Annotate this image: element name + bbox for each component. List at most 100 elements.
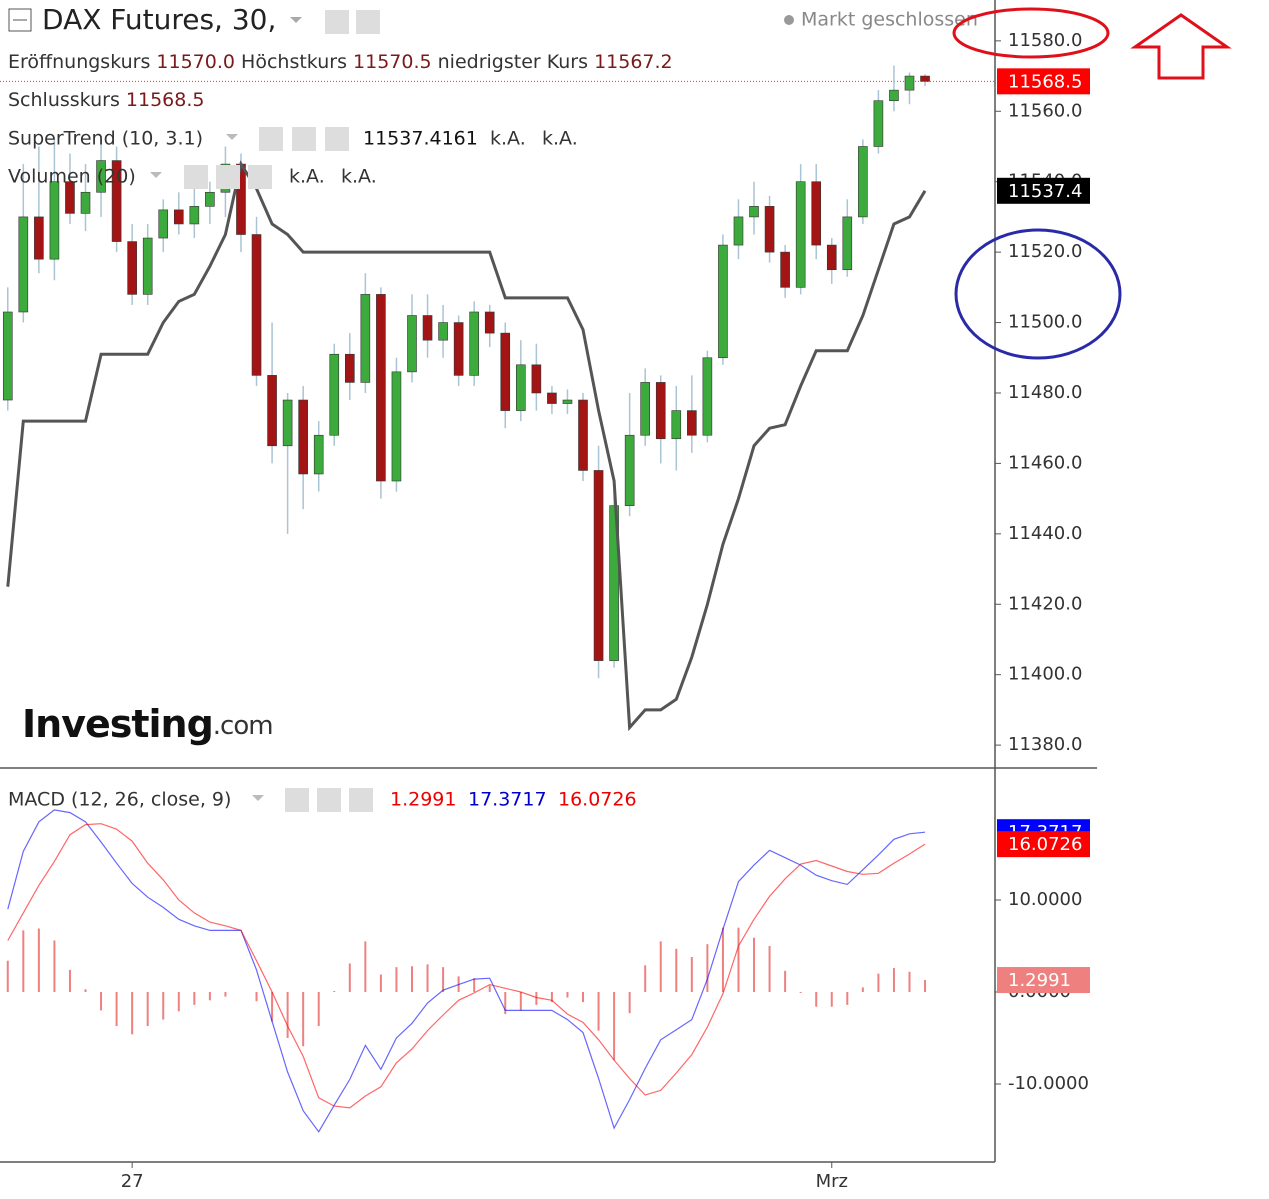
price-label: 1.2991 [1008, 970, 1071, 991]
candle-body [609, 505, 619, 661]
annotation-ellipse [954, 228, 1122, 360]
close-icon[interactable] [325, 127, 349, 151]
candle-body [96, 160, 106, 193]
candle-body [453, 322, 464, 376]
candle-body [251, 234, 262, 376]
eye-icon[interactable] [285, 788, 309, 812]
close-icon[interactable] [349, 788, 373, 812]
na-value: k.A. [490, 128, 526, 150]
close-icon[interactable] [248, 165, 272, 189]
low-value: 11567.2 [594, 51, 673, 73]
supertrend-line [6, 160, 927, 732]
candle-body [842, 216, 853, 271]
candle-body [173, 209, 184, 225]
eye-icon[interactable] [259, 127, 283, 151]
gear-icon[interactable] [216, 165, 240, 189]
eye-icon[interactable] [325, 10, 349, 34]
supertrend-legend: SuperTrend (10, 3.1) [8, 128, 203, 150]
gear-icon[interactable] [356, 10, 380, 34]
candle-body [142, 237, 153, 295]
na-value: k.A. [542, 128, 578, 150]
close-label: Schlusskurs [8, 89, 120, 111]
candle-body [18, 216, 29, 313]
supertrend-value: 11537.4161 [363, 128, 478, 150]
candle-body [49, 181, 60, 260]
candle-body [298, 399, 308, 475]
macd-line [7, 809, 926, 1133]
plot [0, 65, 995, 1133]
high-label: Höchstkurs [241, 51, 347, 73]
watermark: Investing.com [22, 702, 273, 746]
price-label: 11568.5 [1008, 71, 1082, 92]
candle-body [578, 399, 588, 471]
dropdown[interactable] [226, 134, 238, 140]
candle-body [484, 311, 495, 334]
x-tick-label: Mrz [816, 1171, 848, 1192]
candle-body [889, 89, 899, 102]
candle-body [111, 160, 122, 242]
candle-body [438, 322, 448, 341]
na-value: k.A. [341, 166, 377, 188]
candle-body [562, 399, 573, 404]
watermark-suffix: .com [213, 711, 273, 741]
candle-body [80, 191, 91, 214]
candle-body [624, 434, 635, 506]
dropdown[interactable] [252, 795, 264, 801]
candle-body [811, 181, 822, 246]
candle-body [34, 216, 44, 260]
y-tick-label: 11560.0 [1008, 100, 1082, 121]
macd-hist-value: 1.2991 [390, 789, 456, 811]
y-tick-label: -10.0000 [1008, 1073, 1089, 1094]
candle-body [858, 146, 868, 218]
y-tick-label: 11460.0 [1008, 452, 1082, 473]
macd-line [7, 823, 926, 1109]
macd-legend: MACD (12, 26, close, 9) [8, 789, 231, 811]
candle-body [158, 209, 169, 239]
candle-body [469, 311, 479, 376]
candle-body [516, 364, 526, 411]
candle-body [531, 364, 542, 394]
gear-icon[interactable] [317, 788, 341, 812]
candle-body [282, 399, 293, 447]
candle-body [345, 353, 355, 383]
candle-body [702, 357, 713, 436]
price-label: 11537.4 [1008, 181, 1082, 202]
ohlc-legend: Eröffnungskurs 11570.0 Höchstkurs 11570.… [8, 51, 673, 73]
macd-value: 17.3717 [468, 789, 547, 811]
y-tick-label: 11420.0 [1008, 593, 1082, 614]
status-dot [784, 15, 794, 25]
y-tick-label: 11440.0 [1008, 523, 1082, 544]
collapse-button[interactable] [8, 8, 32, 32]
price-label-box [997, 177, 1090, 204]
price-label-box [997, 831, 1090, 858]
candle-body [189, 206, 200, 225]
candle-body [733, 216, 744, 246]
close-value: 11568.5 [126, 89, 205, 111]
candle-body [391, 371, 402, 482]
price-label: 16.0726 [1008, 834, 1082, 855]
candle-body [422, 315, 433, 341]
candle-body [407, 315, 417, 373]
close-legend: Schlusskurs 11568.5 [8, 89, 204, 111]
y-tick-label: 11400.0 [1008, 664, 1082, 685]
watermark-text: Investing [22, 702, 213, 746]
open-label: Eröffnungskurs [8, 51, 150, 73]
eye-icon[interactable] [184, 165, 208, 189]
price-label-box [997, 68, 1090, 95]
candle-body [329, 353, 340, 436]
y-tick-label: 11380.0 [1008, 734, 1082, 755]
y-tick-label: 10.0000 [1008, 889, 1082, 910]
candle-body [205, 191, 215, 207]
candle-body [904, 75, 915, 91]
low-label: niedrigster Kurs [438, 51, 588, 73]
candle-body [360, 294, 371, 383]
gear-icon[interactable] [292, 127, 316, 151]
candle-body [593, 470, 604, 661]
dropdown[interactable] [290, 17, 302, 23]
y-tick-label: 11520.0 [1008, 241, 1082, 262]
candle-body [313, 434, 324, 475]
dropdown[interactable] [150, 172, 162, 178]
candle-body [920, 75, 930, 82]
